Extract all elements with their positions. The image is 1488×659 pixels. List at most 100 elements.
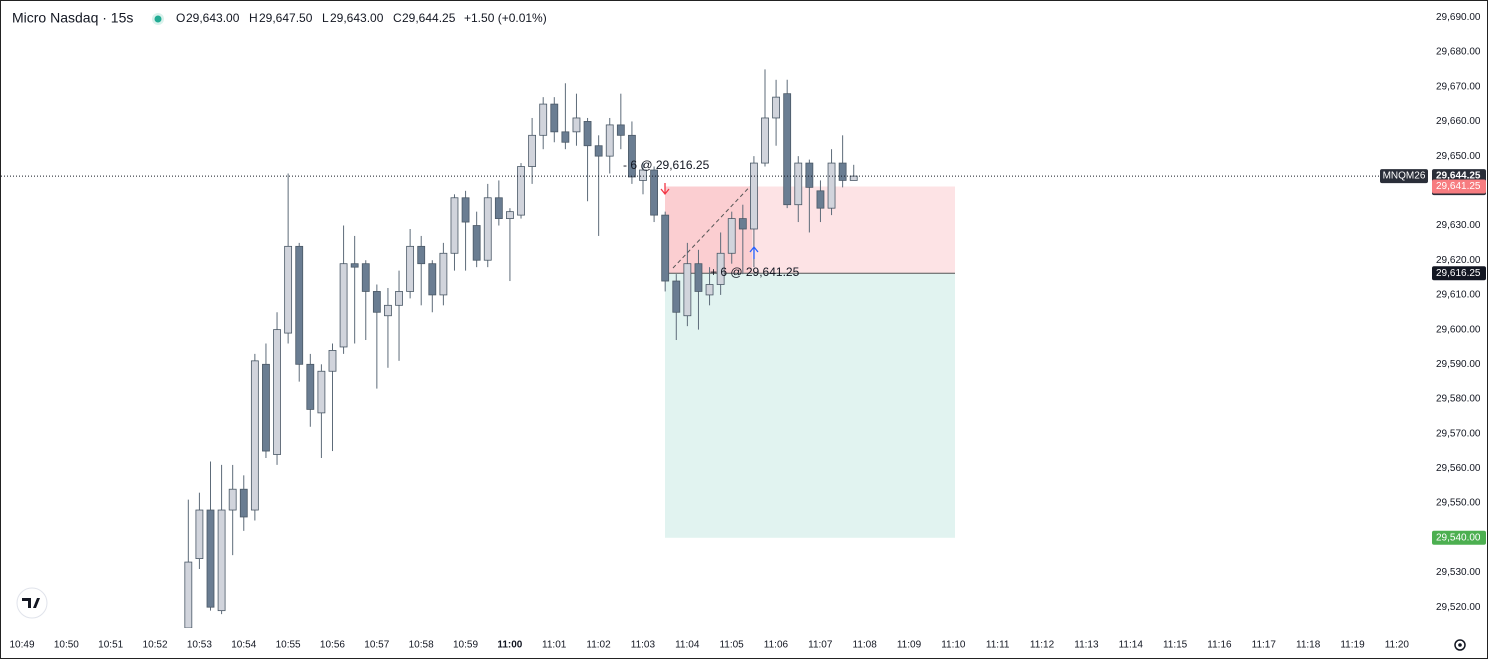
candle-body: [838, 162, 847, 181]
x-tick-label: 11:04: [675, 640, 700, 651]
candle-body: [206, 509, 215, 608]
settings[interactable]: [1454, 639, 1466, 651]
settings-icon: [1458, 643, 1462, 647]
candle-body: [339, 263, 348, 348]
y-tick-label: 29,570.00: [1436, 428, 1481, 439]
candle-body: [594, 145, 603, 157]
candle-body: [550, 103, 559, 133]
candle-body: [439, 252, 448, 296]
x-tick-label: 11:08: [853, 640, 878, 651]
x-tick-label: 11:05: [719, 640, 744, 651]
candle-body: [295, 245, 304, 365]
x-tick-label: 11:19: [1340, 640, 1365, 651]
x-tick-label: 10:54: [231, 640, 256, 651]
candle-body: [827, 162, 836, 209]
candle-body: [761, 117, 769, 164]
logo-mark: [22, 598, 40, 608]
y-tick-label: 29,600.00: [1436, 324, 1481, 335]
candle-body: [395, 291, 403, 306]
logo[interactable]: [16, 587, 48, 619]
candle-body: [361, 263, 370, 292]
ohlc-value: 29,644.25: [402, 11, 456, 25]
candle-body: [472, 225, 481, 261]
x-tick-label: 11:15: [1163, 640, 1188, 651]
candle-body: [772, 96, 780, 119]
candle-body: [228, 488, 237, 511]
x-tick-label: 11:10: [941, 640, 966, 651]
candle-body: [273, 329, 281, 455]
y-tick-label: 29,660.00: [1436, 116, 1481, 127]
ohlc-value: 29,647.50: [259, 11, 313, 25]
x-tick-label: 11:03: [631, 640, 656, 651]
candle-body: [583, 121, 592, 147]
x-tick-label: 10:49: [9, 640, 34, 651]
candle-body: [350, 263, 359, 268]
candle-body: [783, 93, 792, 206]
logo-badge[interactable]: [16, 587, 48, 619]
candle-body: [406, 245, 415, 292]
trade-link: [672, 186, 751, 269]
candle-body: [805, 162, 814, 188]
y-tick-label: 29,550.00: [1436, 498, 1481, 509]
x-tick-label: 11:11: [986, 640, 1010, 651]
candle-body: [494, 197, 503, 219]
settings-icon[interactable]: [1454, 639, 1466, 651]
stop-badge: [1432, 179, 1486, 194]
candle-body: [628, 134, 636, 178]
candle-body: [738, 218, 747, 230]
x-tick-label: 11:14: [1119, 640, 1144, 651]
x-tick-label: 10:50: [54, 640, 79, 651]
ohlc-value: 29,643.00: [186, 11, 240, 25]
x-tick-label: 11:07: [808, 640, 833, 651]
x-tick-label: 11:12: [1030, 640, 1055, 651]
candle-body: [639, 169, 647, 181]
change: +1.50 (+0.01%): [464, 11, 547, 25]
y-tick-label: 29,620.00: [1436, 255, 1481, 266]
target-zone: [665, 273, 955, 538]
y-tick-label: 29,560.00: [1436, 463, 1481, 474]
trade-label: - 6 @ 29,616.25: [623, 158, 710, 172]
y-tick-label: 29,610.00: [1436, 290, 1481, 301]
trade-label: + 6 @ 29,641.25: [710, 265, 800, 279]
candle-body: [605, 124, 614, 157]
candle-body: [317, 370, 326, 414]
y-tick-label: 29,690.00: [1436, 12, 1481, 23]
x-tick-label: 11:09: [897, 640, 922, 651]
candle-body: [727, 218, 736, 254]
legend: Micro Nasdaq · 15s O 29,643.00 H 29,647.…: [12, 10, 547, 26]
candle-body: [694, 263, 703, 292]
ohlc-key: L: [322, 11, 329, 25]
candle-body: [284, 245, 293, 334]
candle-body: [372, 291, 381, 313]
plot-area: - 6 @ 29,616.25 + 6 @ 29,641.25: [184, 69, 955, 628]
entry-badge: [1432, 266, 1486, 281]
ohlc-key: O: [176, 11, 185, 25]
candle-body: [672, 280, 681, 313]
candle-body: [250, 360, 259, 511]
candle-body: [816, 190, 825, 209]
candle-body: [650, 169, 658, 216]
symbol-label: MNQM26: [1383, 171, 1426, 182]
y-tick-label: 29,520.00: [1436, 602, 1481, 613]
y-tick-label: 29,580.00: [1436, 394, 1481, 405]
x-tick-label: 10:55: [276, 640, 301, 651]
candle-body: [750, 162, 758, 230]
x-tick-label: 11:18: [1296, 640, 1321, 651]
entry-label: 29,616.25: [1436, 268, 1481, 279]
x-tick-label: 10:58: [409, 640, 434, 651]
stop-label: 29,641.25: [1436, 181, 1481, 192]
y-tick-label: 29,670.00: [1436, 81, 1481, 92]
x-tick-label: 10:51: [98, 640, 123, 651]
candle-body: [239, 488, 248, 518]
symbol-badge: [1380, 169, 1428, 184]
candle-body: [572, 117, 581, 133]
candle-body: [616, 124, 625, 136]
y-tick-label: 29,630.00: [1436, 220, 1481, 231]
candle-body: [428, 263, 437, 296]
ohlc-key: H: [249, 11, 258, 25]
candle-body: [306, 363, 315, 410]
candle-body: [262, 363, 270, 452]
x-tick-label: 10:52: [143, 640, 168, 651]
